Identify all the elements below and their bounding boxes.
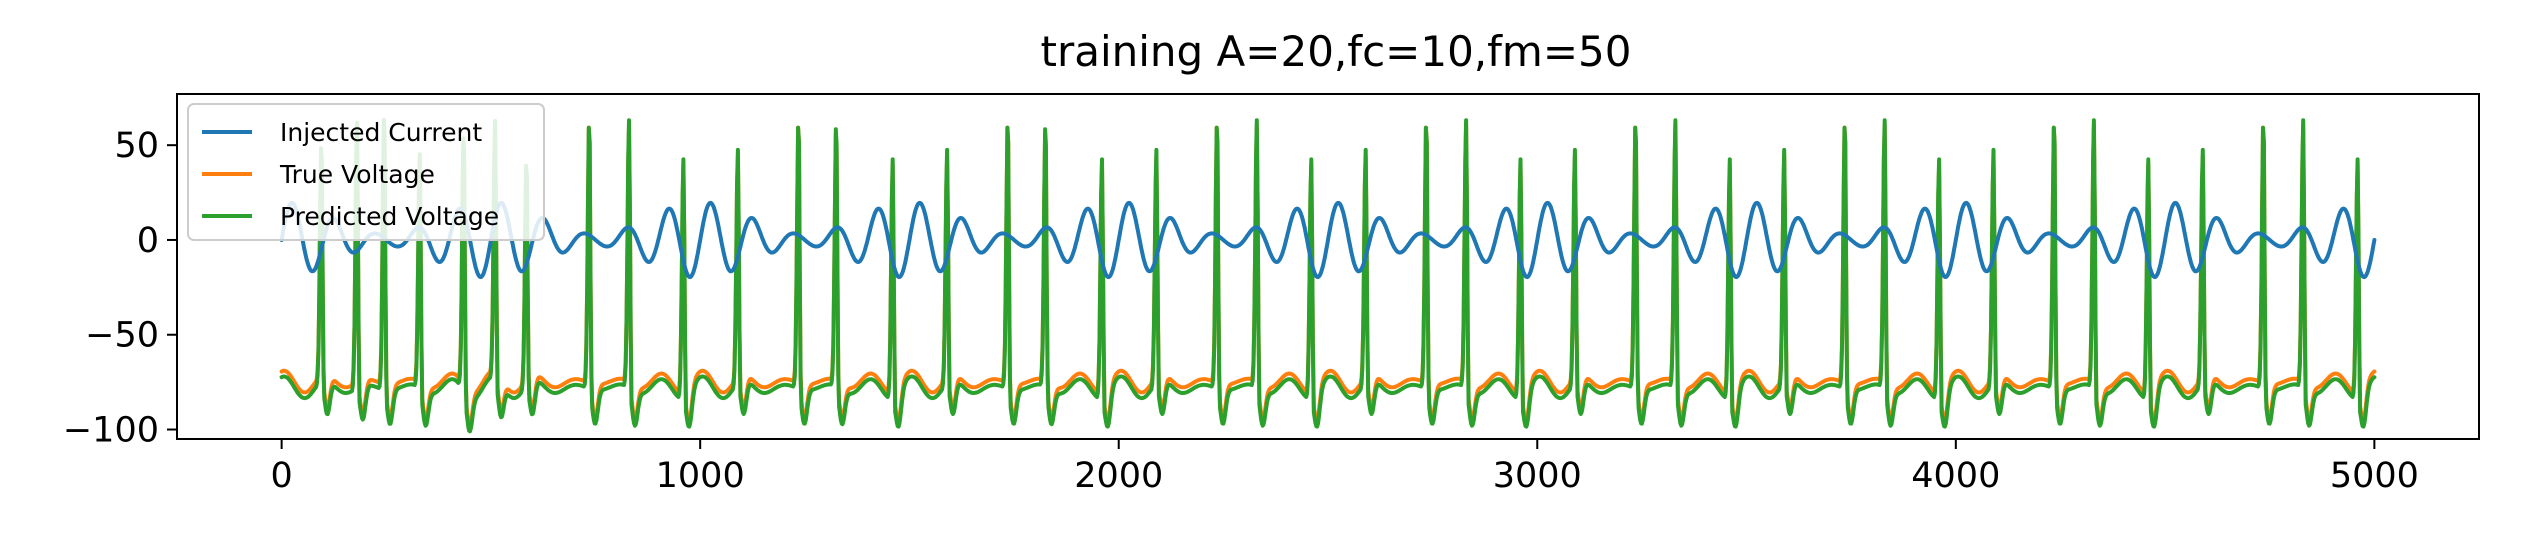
plot-frame [176,93,2480,440]
series-line-predicted-voltage [279,117,2377,434]
x-tick-label: 1000 [656,456,745,496]
x-axis: 0 1000 2000 3000 4000 5000 [270,439,2419,496]
y-tick-label: −100 [63,411,159,451]
legend: Injected Current True Voltage Predicted Vo… [187,103,545,241]
legend-label: Predicted Voltage [280,202,499,231]
x-tick-label: 3000 [1493,456,1582,496]
legend-box [187,103,545,241]
y-tick-label: 0 [137,221,159,261]
y-tick-label: 50 [114,126,159,166]
legend-label: True Voltage [279,160,435,189]
y-tick-label: −50 [85,316,159,356]
legend-label: Injected Current [280,118,482,147]
x-tick-label: 4000 [1911,456,2000,496]
series-layer [279,117,2377,434]
y-axis: 50 0 −50 −100 [63,126,177,451]
x-tick-label: 2000 [1074,456,1163,496]
chart-title: training A=20,fc=10,fm=50 [1041,27,1632,76]
series-line-injected-current [279,200,2377,280]
x-tick-label: 0 [270,456,292,496]
x-tick-label: 5000 [2330,456,2419,496]
